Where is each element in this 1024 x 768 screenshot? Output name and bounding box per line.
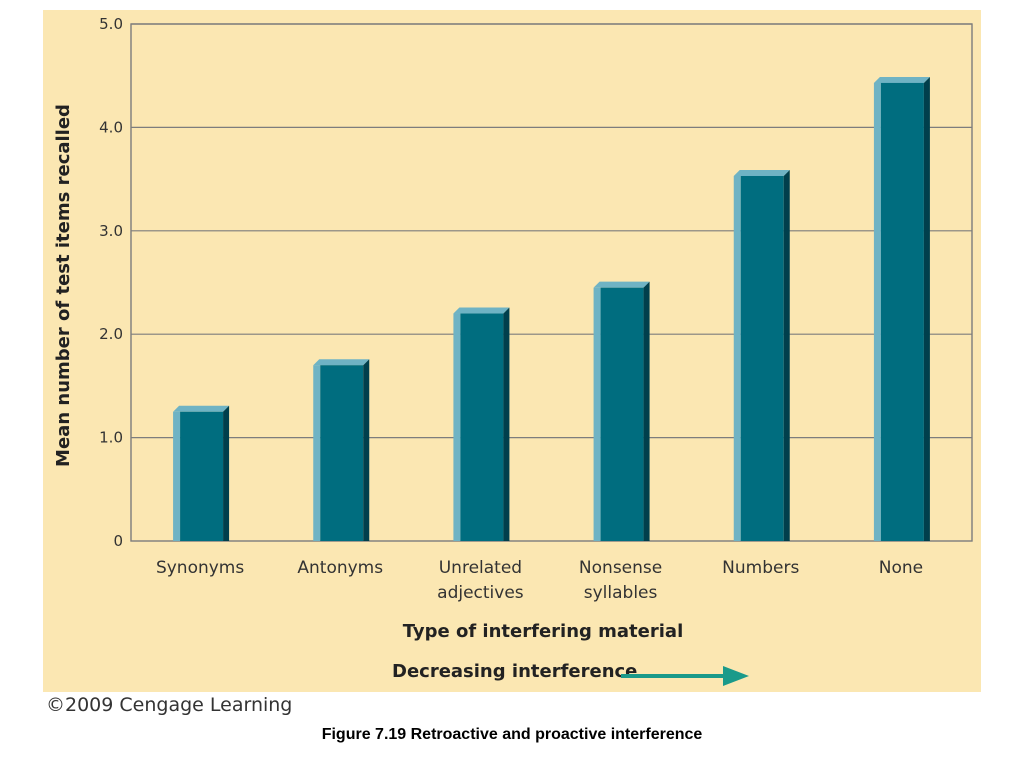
bar-top xyxy=(173,405,230,412)
plot-frame xyxy=(130,23,973,542)
x-tick-label: Antonyms xyxy=(297,558,383,578)
interference-annotation: Decreasing interference xyxy=(392,661,637,682)
bar xyxy=(740,175,784,542)
bar-highlight xyxy=(733,175,741,542)
bar-highlight xyxy=(453,313,461,541)
bar-side xyxy=(503,307,510,541)
y-tick-label: 5.0 xyxy=(99,15,123,33)
bar-side xyxy=(923,76,930,542)
bar-side xyxy=(223,405,230,541)
y-axis-title: Mean number of test items recalled xyxy=(53,104,74,467)
arrow-head xyxy=(723,666,749,686)
bar-highlight xyxy=(173,411,181,541)
figure-caption: Figure 7.19 Retroactive and proactive in… xyxy=(321,726,703,743)
bar xyxy=(460,313,504,541)
y-tick-label: 1.0 xyxy=(99,429,123,447)
bar-highlight xyxy=(873,82,881,542)
bar-top xyxy=(453,307,510,314)
y-tick-label: 4.0 xyxy=(99,118,123,136)
y-tick-label: 3.0 xyxy=(99,222,123,240)
bar-side xyxy=(363,359,370,541)
x-tick-label: Unrelated adjectives xyxy=(437,558,524,603)
bar-side xyxy=(643,281,650,541)
x-tick-label: Numbers xyxy=(722,558,799,578)
y-tick-label: 2.0 xyxy=(99,325,123,343)
bar-highlight xyxy=(313,365,321,541)
y-tick-label: 0 xyxy=(113,532,123,550)
x-tick-label: Synonyms xyxy=(156,558,244,578)
bar-chart: 0 1.0 2.0 3.0 4.0 5.0 Synonyms Antonyms Unrelate… xyxy=(53,15,973,686)
bar-side xyxy=(783,169,790,542)
x-tick-label: None xyxy=(879,558,923,578)
bar xyxy=(320,365,364,541)
bar xyxy=(880,82,924,542)
bar-top xyxy=(873,76,930,83)
bar xyxy=(180,411,224,541)
bar-top xyxy=(313,359,370,366)
bar xyxy=(600,287,644,541)
bar-highlight xyxy=(593,287,601,541)
chart-panel: 0 1.0 2.0 3.0 4.0 5.0 Synonyms Antonyms Unrelate… xyxy=(43,10,981,692)
x-axis-title: Type of interfering material xyxy=(403,621,684,642)
bar-top xyxy=(593,281,650,288)
x-tick-label: Nonsense syllables xyxy=(579,558,662,603)
copyright-notice: ©2009 Cengage Learning xyxy=(46,694,293,716)
bar-top xyxy=(733,169,790,176)
